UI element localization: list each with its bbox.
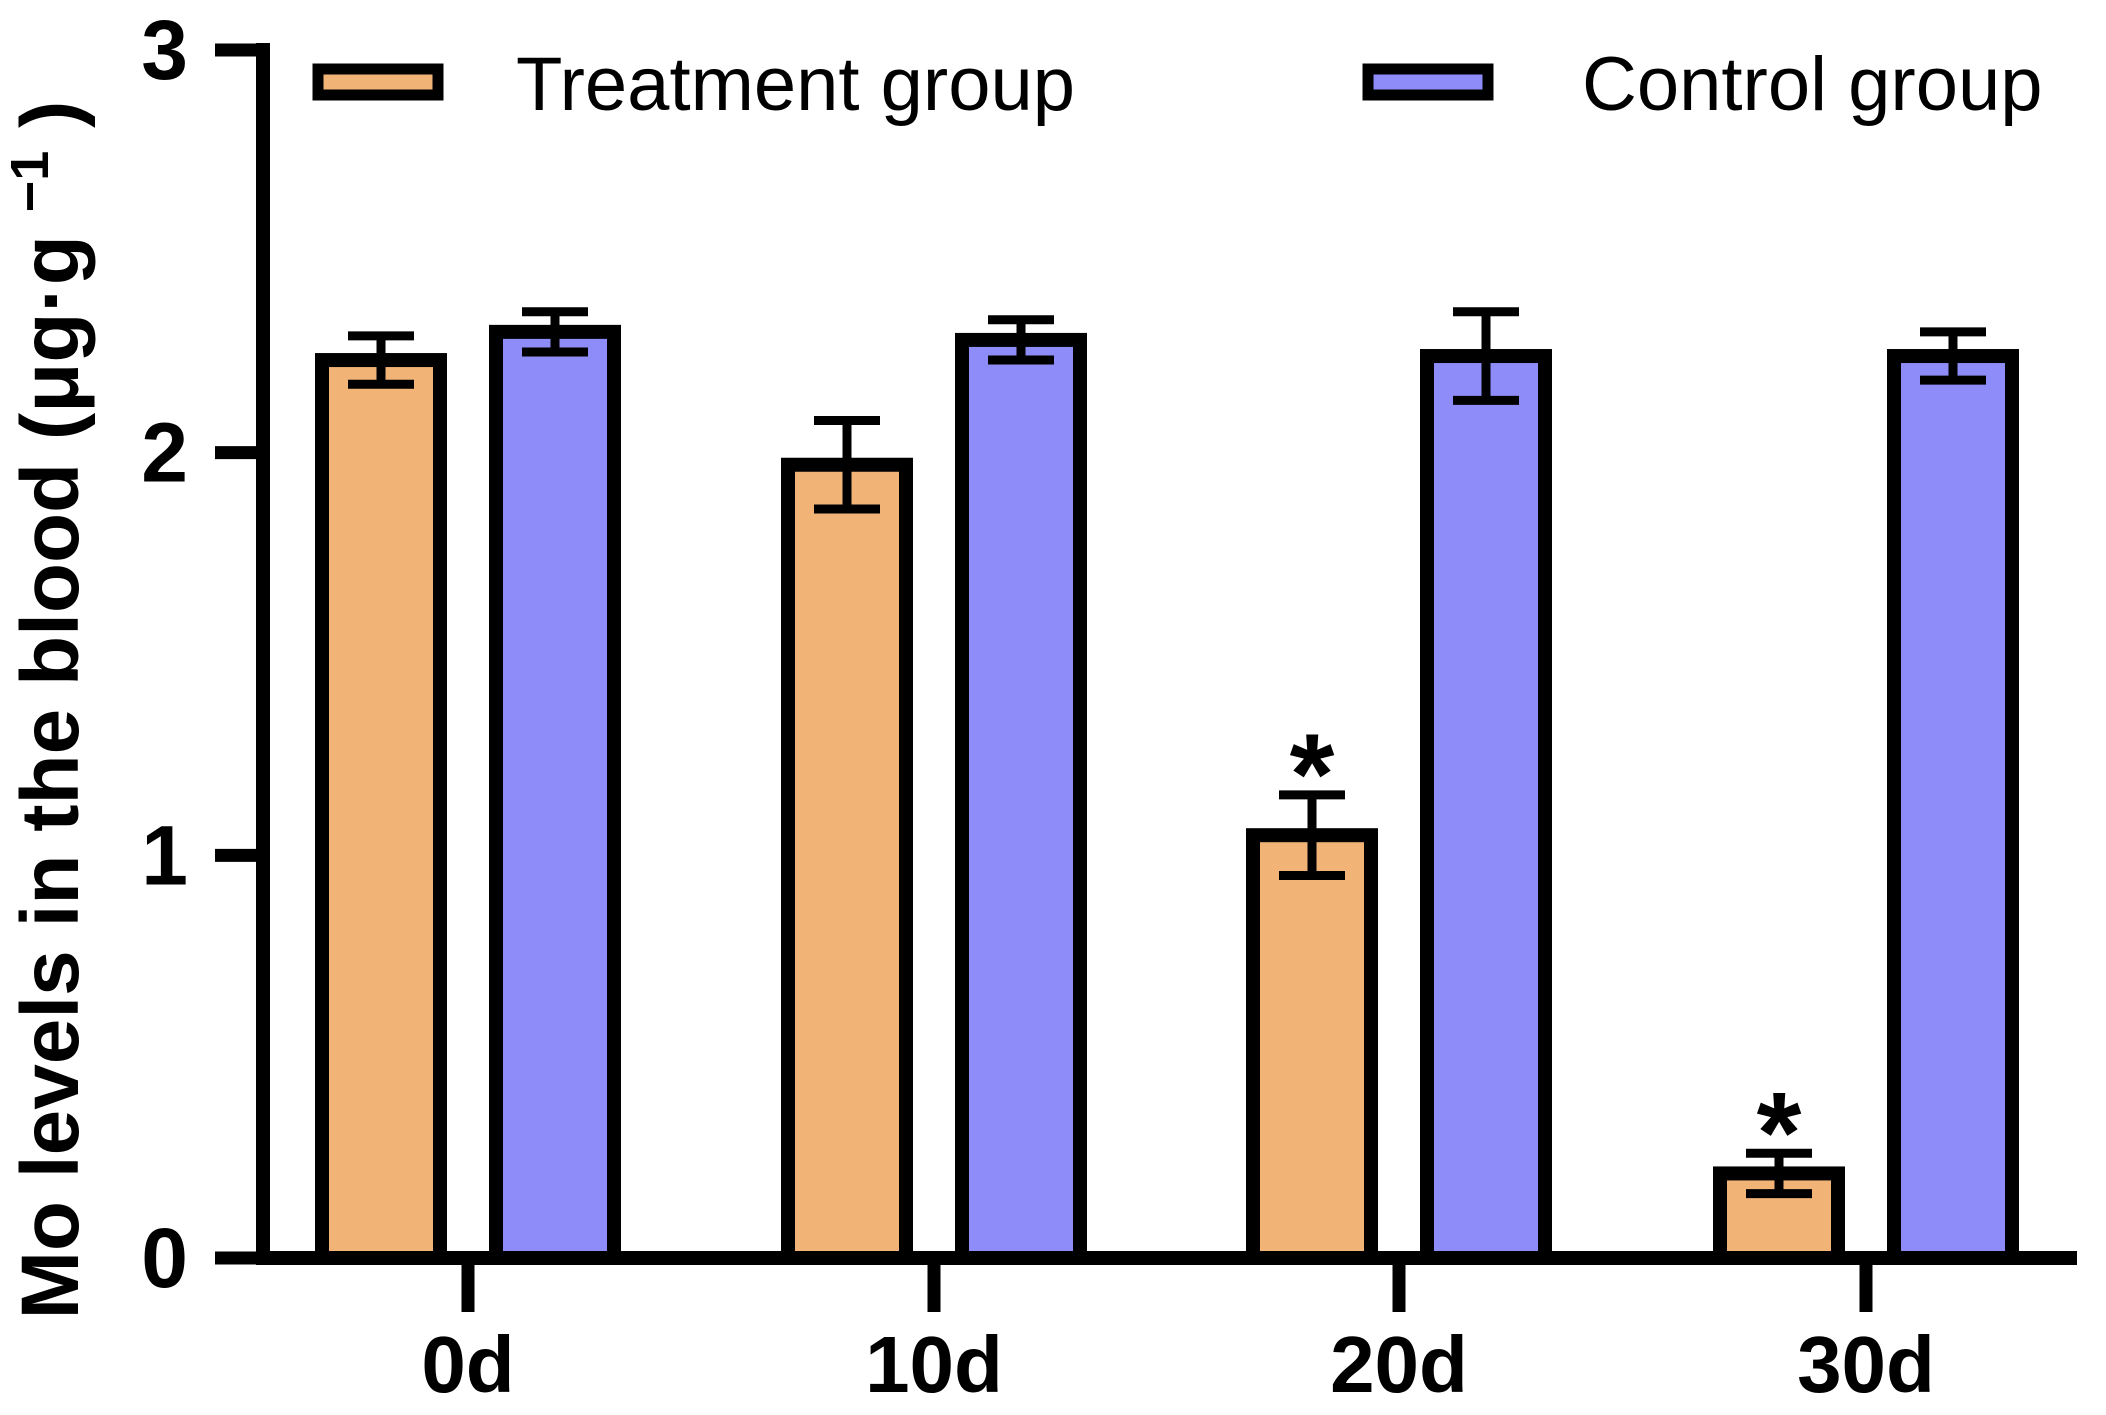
bar-control-0d [489, 324, 621, 1266]
y-tick-label-0: 0 [141, 1211, 188, 1305]
significance-star-30d: * [1757, 1069, 1802, 1197]
bar-treatment-0d [315, 353, 447, 1265]
y-tick-label-2: 2 [141, 406, 188, 500]
annotations-layer: ** [1290, 711, 1802, 1197]
bar-control-20d [1420, 349, 1552, 1265]
y-axis-title-superscript: −1 [0, 151, 60, 213]
legend-label-treatment: Treatment group [516, 42, 1075, 127]
y-axis-title: Mo levels in the blood (μg·g −1 ) [0, 101, 96, 1320]
y-axis-title-main: Mo levels in the blood (μg·g [5, 235, 96, 1319]
y-axis-title-close: ) [5, 101, 96, 128]
legend: Treatment group Control group [312, 42, 2043, 127]
y-tick-label-3: 3 [141, 3, 188, 97]
bar-treatment-10d [781, 457, 913, 1266]
significance-star-20d: * [1290, 711, 1335, 839]
legend-label-control: Control group [1582, 42, 2043, 127]
y-tick-label-1: 1 [141, 808, 188, 902]
bar-treatment-20d [1246, 828, 1378, 1265]
bars-layer [315, 307, 2019, 1266]
x-tick-label-30d: 30d [1797, 1320, 1935, 1409]
bar-control-10d [955, 332, 1087, 1266]
bar-control-30d [1887, 349, 2019, 1265]
legend-swatch-treatment [312, 63, 444, 101]
x-tick-label-20d: 20d [1330, 1320, 1468, 1409]
x-tick-label-10d: 10d [865, 1320, 1003, 1409]
x-tick-label-0d: 0d [421, 1320, 514, 1409]
legend-swatch-control [1362, 63, 1494, 101]
